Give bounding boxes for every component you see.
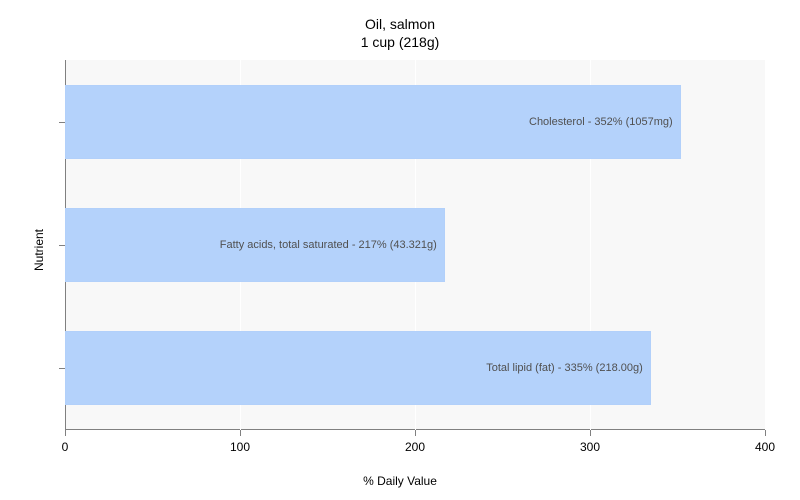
x-tick (765, 430, 766, 436)
bar-label: Fatty acids, total saturated - 217% (43.… (220, 239, 437, 251)
chart-title-line2: 1 cup (218g) (361, 34, 440, 50)
bar-label: Cholesterol - 352% (1057mg) (529, 116, 673, 128)
y-tick (59, 245, 65, 246)
plot-area: 0100200300400Cholesterol - 352% (1057mg)… (65, 60, 765, 430)
x-tick-label: 300 (580, 440, 600, 454)
x-tick-label: 200 (405, 440, 425, 454)
chart-title-line1: Oil, salmon (365, 16, 435, 32)
nutrient-chart: Oil, salmon 1 cup (218g) Nutrient 010020… (0, 0, 800, 500)
x-tick (65, 430, 66, 436)
y-axis-title: Nutrient (32, 229, 46, 271)
chart-title: Oil, salmon 1 cup (218g) (0, 15, 800, 51)
bar-label: Total lipid (fat) - 335% (218.00g) (486, 362, 643, 374)
y-tick (59, 368, 65, 369)
x-tick (415, 430, 416, 436)
x-axis-title: % Daily Value (0, 474, 800, 488)
y-tick (59, 122, 65, 123)
x-tick-label: 400 (755, 440, 775, 454)
x-tick (590, 430, 591, 436)
x-tick-label: 100 (230, 440, 250, 454)
gridline (765, 60, 766, 430)
x-tick (240, 430, 241, 436)
x-tick-label: 0 (62, 440, 69, 454)
